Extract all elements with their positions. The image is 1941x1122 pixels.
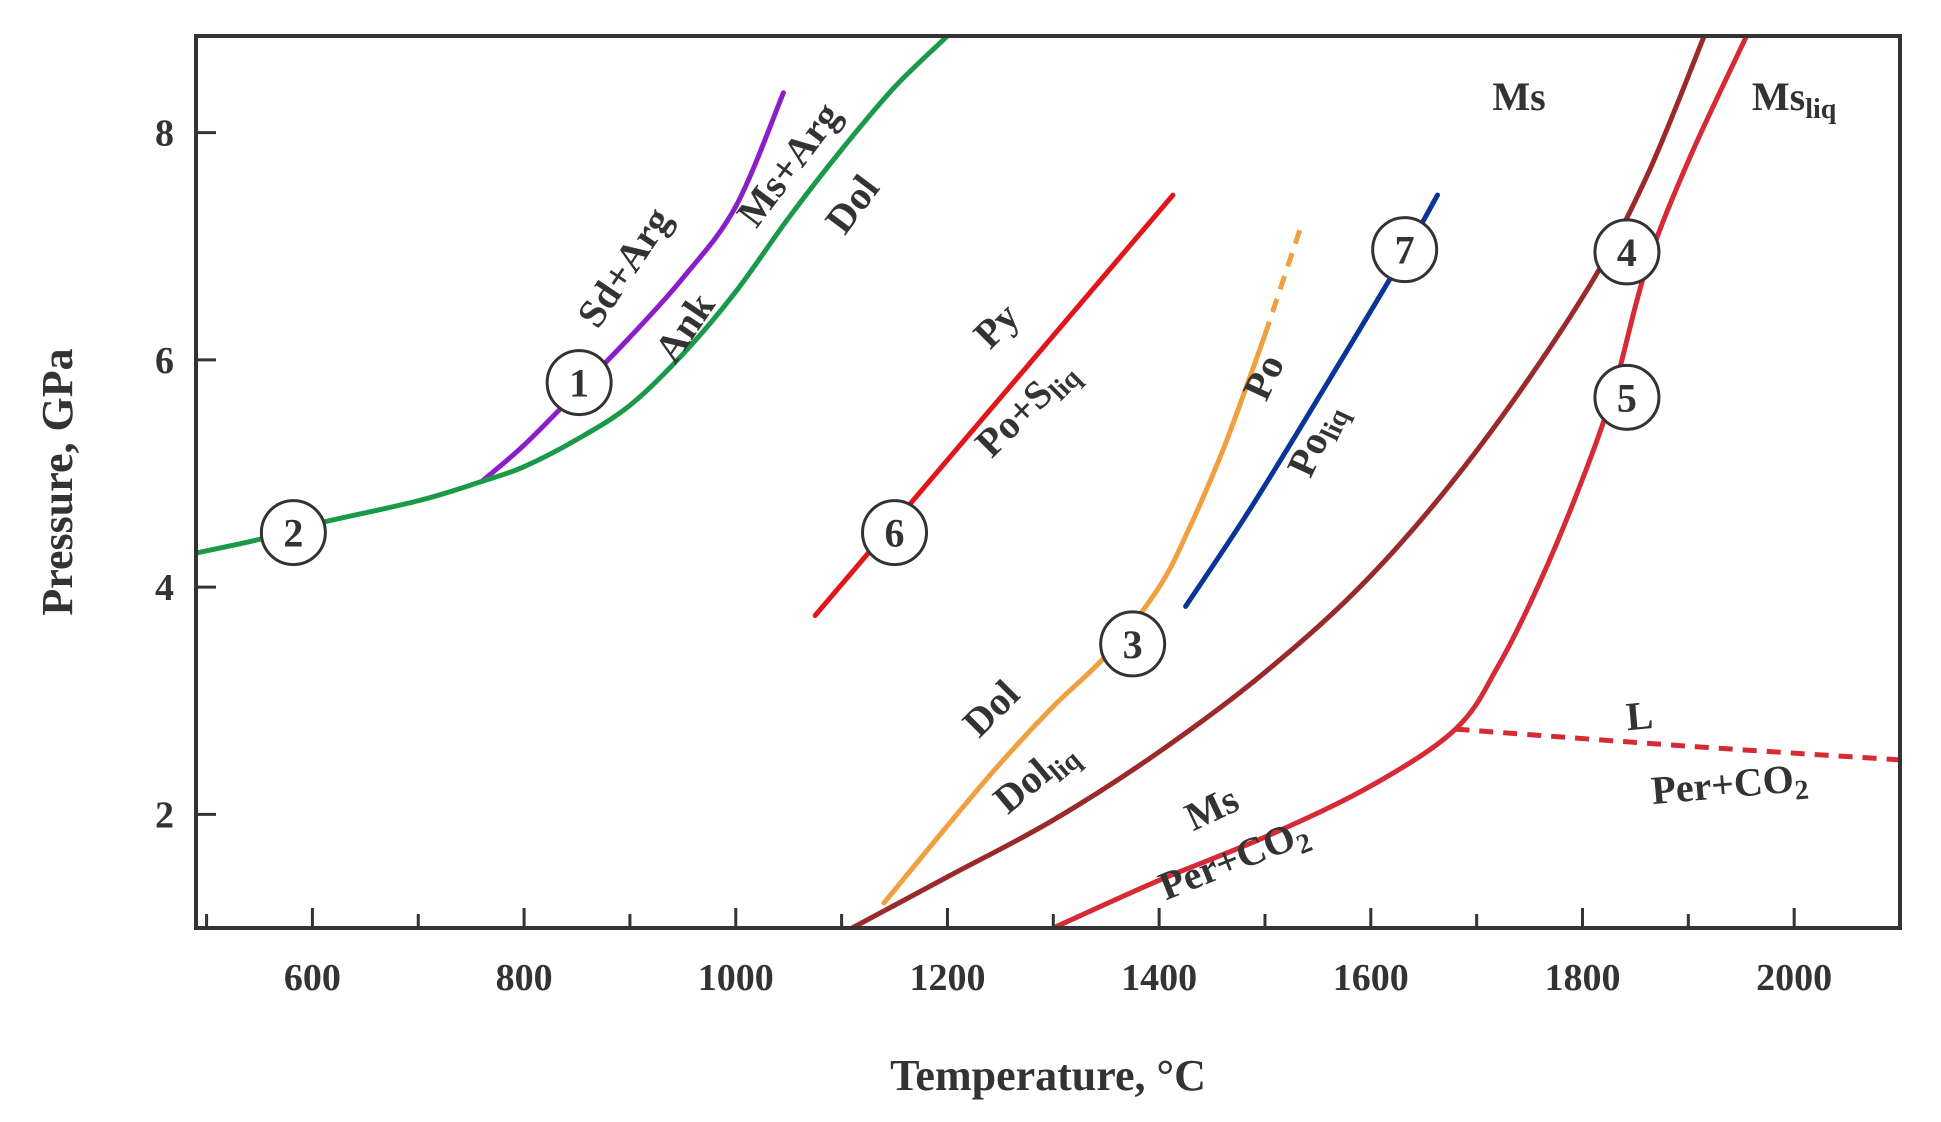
- marker-number: 3: [1123, 622, 1143, 667]
- marker-circle: [1593, 363, 1661, 431]
- marker-7: 7: [1371, 216, 1439, 284]
- curve-label-11: Ms: [1178, 776, 1245, 839]
- marker-number: 2: [283, 511, 303, 556]
- curve-2: [196, 36, 950, 556]
- x-tick-label: 1800: [1544, 957, 1620, 999]
- x-tick-label: 1600: [1333, 957, 1409, 999]
- markers-layer: 1 2 3 4 5 6 7: [259, 216, 1661, 678]
- curves-layer: [196, 36, 1900, 928]
- marker-circle: [545, 349, 613, 417]
- curve-8: [1050, 36, 1750, 928]
- marker-2: 2: [259, 499, 327, 567]
- x-tick-label: 1000: [698, 957, 774, 999]
- curve-label-10: Dolliq: [985, 729, 1088, 827]
- marker-circle: [1593, 218, 1661, 286]
- marker-circle: [861, 499, 929, 567]
- marker-1: 1: [545, 349, 613, 417]
- x-tick-label: 800: [496, 957, 553, 999]
- curve-9: [1455, 726, 1900, 763]
- curve-label-5: Py: [964, 294, 1027, 357]
- curve-3: [812, 192, 1176, 619]
- marker-number: 1: [569, 361, 589, 406]
- marker-5: 5: [1593, 363, 1661, 431]
- marker-number: 4: [1617, 230, 1637, 275]
- curve-label-2: Ank: [645, 284, 724, 371]
- x-tick-label: 1400: [1121, 957, 1197, 999]
- marker-3: 3: [1099, 610, 1167, 678]
- axes-layer: 600 800 1000 1200 1400 1600 1800 2000 2 4 6 8: [155, 113, 1902, 999]
- marker-circle: [1371, 216, 1439, 284]
- y-tick-label: 6: [155, 340, 174, 382]
- curve-label-15: Ms: [1492, 74, 1545, 119]
- x-axis-title: Temperature, °C: [890, 1051, 1206, 1100]
- curve-label-8: Poliq: [1278, 395, 1356, 485]
- x-tick-label: 1200: [909, 957, 985, 999]
- curve-label-9: Dol: [954, 671, 1028, 745]
- y-tick-label: 8: [155, 113, 174, 155]
- curve-label-14: Per+CO2: [1649, 755, 1810, 819]
- marker-circle: [1099, 610, 1167, 678]
- y-axis-title: Pressure, GPa: [33, 348, 82, 615]
- marker-number: 7: [1395, 228, 1415, 273]
- y-tick-label: 4: [155, 567, 174, 609]
- marker-number: 6: [885, 511, 905, 556]
- marker-number: 5: [1617, 375, 1637, 420]
- curve-1: [479, 90, 786, 484]
- plot-frame: [194, 34, 1902, 930]
- curve-label-13: L: [1624, 692, 1655, 739]
- curve-7: [849, 36, 1707, 928]
- y-tick-label: 2: [155, 794, 174, 836]
- curve-label-16: Msliq: [1752, 74, 1837, 125]
- curve-label-1: Sd+Arg: [568, 199, 680, 335]
- curve-label-4: Dol: [816, 167, 888, 242]
- marker-4: 4: [1593, 218, 1661, 286]
- curve-5: [1262, 222, 1305, 336]
- marker-circle: [259, 499, 327, 567]
- marker-6: 6: [861, 499, 929, 567]
- x-tick-label: 2000: [1756, 957, 1832, 999]
- x-tick-label: 600: [284, 957, 341, 999]
